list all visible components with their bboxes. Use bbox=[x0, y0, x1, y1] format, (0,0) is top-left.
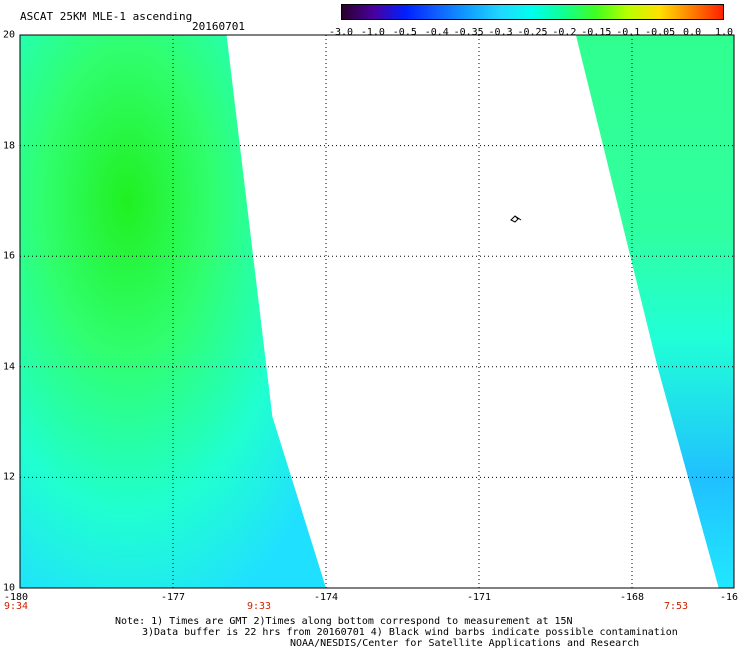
time-label: 7:53 bbox=[663, 601, 689, 612]
note-line-1: Note: 1) Times are GMT 2)Times along bot… bbox=[115, 616, 573, 627]
time-label: 9:33 bbox=[246, 601, 272, 612]
colorbar-tick-label: -0.4 bbox=[424, 27, 449, 38]
wind-barb-icon bbox=[510, 215, 522, 223]
colorbar-tick-label: 0.0 bbox=[683, 27, 702, 38]
colorbar-tick-label: -0.05 bbox=[645, 27, 676, 38]
time-label: 9:34 bbox=[3, 601, 29, 612]
swath-layer bbox=[20, 35, 734, 588]
colorbar-tick-label: -0.25 bbox=[517, 27, 548, 38]
colorbar-tick-label: -0.5 bbox=[392, 27, 417, 38]
colorbar-tick-label: -1.0 bbox=[360, 27, 385, 38]
map-frame bbox=[19, 34, 735, 589]
colorbar-tick-label: -0.2 bbox=[552, 27, 577, 38]
latitude-label: 16 bbox=[3, 250, 16, 262]
note-line-2: 3)Data buffer is 22 hrs from 20160701 4)… bbox=[142, 627, 678, 638]
colorbar-tick-label: -3.0 bbox=[328, 27, 354, 38]
longitude-label: -171 bbox=[466, 592, 492, 603]
longitude-label: -180 bbox=[3, 592, 29, 603]
chart-title: ASCAT 25KM MLE-1 ascending bbox=[20, 10, 193, 23]
longitude-label: -16 bbox=[719, 592, 739, 603]
latitude-label: 18 bbox=[3, 140, 16, 152]
grid-lines bbox=[20, 35, 734, 588]
colorbar-tick-label: -0.15 bbox=[581, 27, 612, 38]
latitude-label: 12 bbox=[3, 471, 16, 483]
latitude-label: 14 bbox=[3, 361, 16, 373]
longitude-label: -174 bbox=[313, 592, 339, 603]
colorbar-tick-label: 1.0 bbox=[714, 27, 734, 38]
latitude-label: 20 bbox=[3, 29, 16, 41]
colorbar-tick-label: -0.1 bbox=[616, 27, 641, 38]
longitude-label: -168 bbox=[619, 592, 645, 603]
colorbar-tick-label: -0.3 bbox=[488, 27, 513, 38]
east-swath bbox=[575, 35, 734, 588]
note-line-3: NOAA/NESDIS/Center for Satellite Applica… bbox=[290, 638, 640, 649]
latitude-label: 10 bbox=[3, 582, 16, 594]
colorbar bbox=[341, 4, 724, 20]
longitude-label: -177 bbox=[160, 592, 186, 603]
chart-date: 20160701 bbox=[192, 20, 245, 33]
colorbar-tick-label: -0.35 bbox=[453, 27, 484, 38]
